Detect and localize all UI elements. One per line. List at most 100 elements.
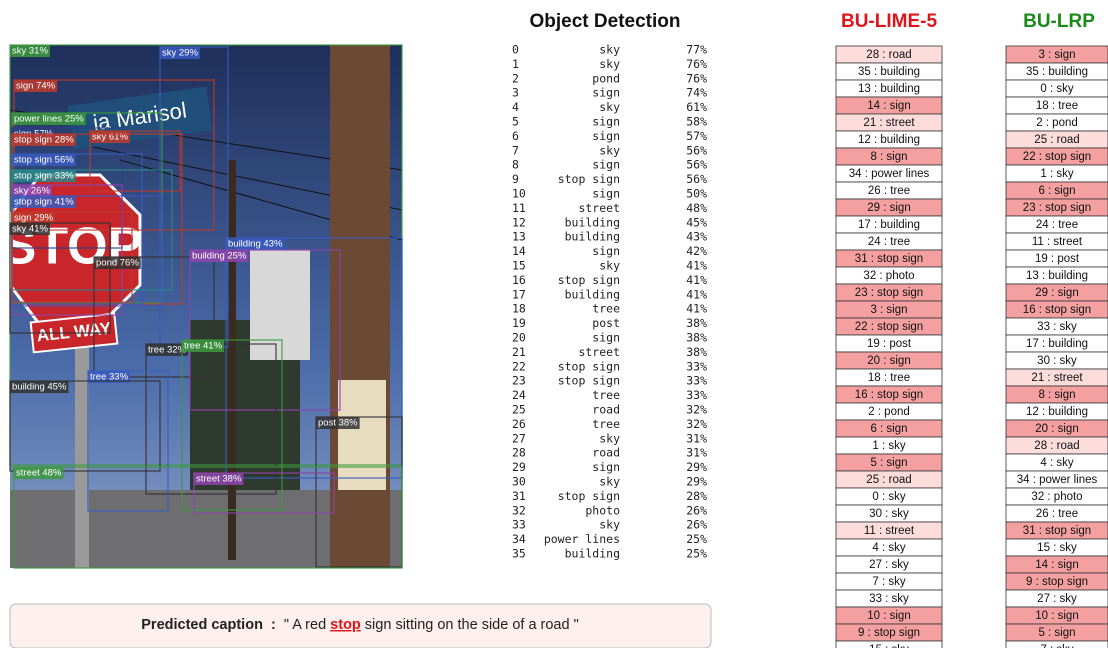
det-index: 14: [512, 244, 526, 258]
det-score: 31%: [686, 431, 707, 445]
list-item: 30 : sky: [1037, 355, 1077, 367]
list-item: 13 : building: [858, 83, 920, 95]
list-item: 34 : power lines: [849, 168, 930, 180]
list-item: 15 : sky: [869, 644, 909, 648]
det-score: 41%: [686, 273, 707, 287]
det-score: 56%: [686, 143, 707, 157]
caption-before: " A red: [284, 617, 330, 633]
box-label: tree 32%: [148, 345, 187, 356]
box-label: street 38%: [196, 474, 242, 485]
list-item: 15 : sky: [1037, 542, 1077, 554]
list-item: 7 : sky: [872, 576, 905, 588]
box-label: pond 76%: [96, 258, 139, 269]
box-label: stop sign 56%: [14, 155, 74, 166]
det-index: 5: [512, 115, 519, 129]
det-label: street: [578, 345, 620, 359]
det-label: stop sign: [558, 374, 620, 388]
det-index: 30: [512, 475, 526, 489]
det-index: 22: [512, 359, 526, 373]
det-score: 26%: [686, 518, 707, 532]
det-index: 33: [512, 518, 526, 532]
det-score: 61%: [686, 100, 707, 114]
det-index: 27: [512, 431, 526, 445]
list-item: 5 : sign: [1038, 627, 1075, 639]
list-item: 1 : sky: [1040, 168, 1073, 180]
box-label: sky 31%: [12, 46, 48, 57]
det-label: power lines: [544, 532, 620, 546]
det-score: 56%: [686, 172, 707, 186]
list-item: 12 : building: [1026, 406, 1088, 418]
figure: ia Marisol STOP ALL WAY sky 31%sky 29%si…: [0, 0, 1108, 648]
list-title: BU-LIME-5: [841, 11, 937, 32]
list-item: 25 : road: [1034, 134, 1079, 146]
box-label: building 25%: [192, 251, 247, 262]
det-score: 56%: [686, 158, 707, 172]
det-label: sign: [592, 244, 620, 258]
list-item: 11 : street: [864, 525, 915, 537]
det-label: stop sign: [558, 489, 620, 503]
det-score: 32%: [686, 403, 707, 417]
list-item: 29 : sign: [867, 202, 910, 214]
list-item: 35 : building: [1026, 66, 1088, 78]
det-label: tree: [592, 388, 620, 402]
box-label: stop sign 41%: [14, 197, 74, 208]
det-score: 74%: [686, 86, 707, 100]
det-index: 32: [512, 503, 526, 517]
box-label: sign 74%: [16, 81, 56, 92]
det-score: 33%: [686, 388, 707, 402]
det-index: 9: [512, 172, 519, 186]
det-score: 33%: [686, 374, 707, 388]
list-item: 10 : sign: [867, 610, 910, 622]
det-index: 31: [512, 489, 526, 503]
box-label: post 38%: [318, 418, 358, 429]
list-item: 33 : sky: [1037, 321, 1077, 333]
list-item: 4 : sky: [1040, 457, 1073, 469]
det-score: 38%: [686, 331, 707, 345]
det-index: 19: [512, 316, 526, 330]
det-score: 58%: [686, 115, 707, 129]
list-item: 0 : sky: [1040, 83, 1073, 95]
box-label: sky 41%: [12, 224, 48, 235]
detection-title: Object Detection: [530, 11, 681, 32]
list-item: 32 : photo: [1031, 491, 1082, 503]
det-label: building: [565, 287, 620, 301]
det-index: 13: [512, 230, 526, 244]
list-item: 16 : stop sign: [1023, 304, 1091, 316]
box-label: sky 26%: [14, 186, 50, 197]
det-index: 17: [512, 287, 526, 301]
det-index: 12: [512, 215, 526, 229]
caption-separator: :: [271, 617, 276, 633]
box-label: sky 61%: [92, 132, 128, 143]
list-item: 10 : sign: [1035, 610, 1078, 622]
det-label: stop sign: [558, 172, 620, 186]
det-label: road: [592, 403, 620, 417]
det-index: 3: [512, 86, 519, 100]
box-label: building 43%: [228, 239, 283, 250]
box-label: stop sign 33%: [14, 171, 74, 182]
det-label: sign: [592, 187, 620, 201]
det-index: 15: [512, 259, 526, 273]
det-label: sky: [599, 57, 620, 71]
det-index: 21: [512, 345, 526, 359]
list-item: 8 : sign: [1038, 389, 1075, 401]
det-index: 34: [512, 532, 526, 546]
list-item: 6 : sign: [1038, 185, 1075, 197]
det-score: 41%: [686, 259, 707, 273]
det-score: 38%: [686, 345, 707, 359]
list-item: 29 : sign: [1035, 287, 1078, 299]
det-label: stop sign: [558, 273, 620, 287]
list-item: 18 : tree: [868, 372, 910, 384]
page: { "title": "Object Detection", "detectio…: [0, 0, 1108, 648]
det-index: 8: [512, 158, 519, 172]
caption-sep: :: [263, 617, 284, 633]
det-index: 28: [512, 446, 526, 460]
det-label: sky: [599, 43, 620, 57]
det-score: 29%: [686, 460, 707, 474]
list-item: 1 : sky: [872, 440, 905, 452]
list-item: 32 : photo: [863, 270, 914, 282]
det-label: sky: [599, 100, 620, 114]
caption: Predicted caption : " A red stop sign si…: [141, 617, 578, 633]
list-item: 0 : sky: [872, 491, 905, 503]
det-label: sign: [592, 460, 620, 474]
det-label: road: [592, 446, 620, 460]
